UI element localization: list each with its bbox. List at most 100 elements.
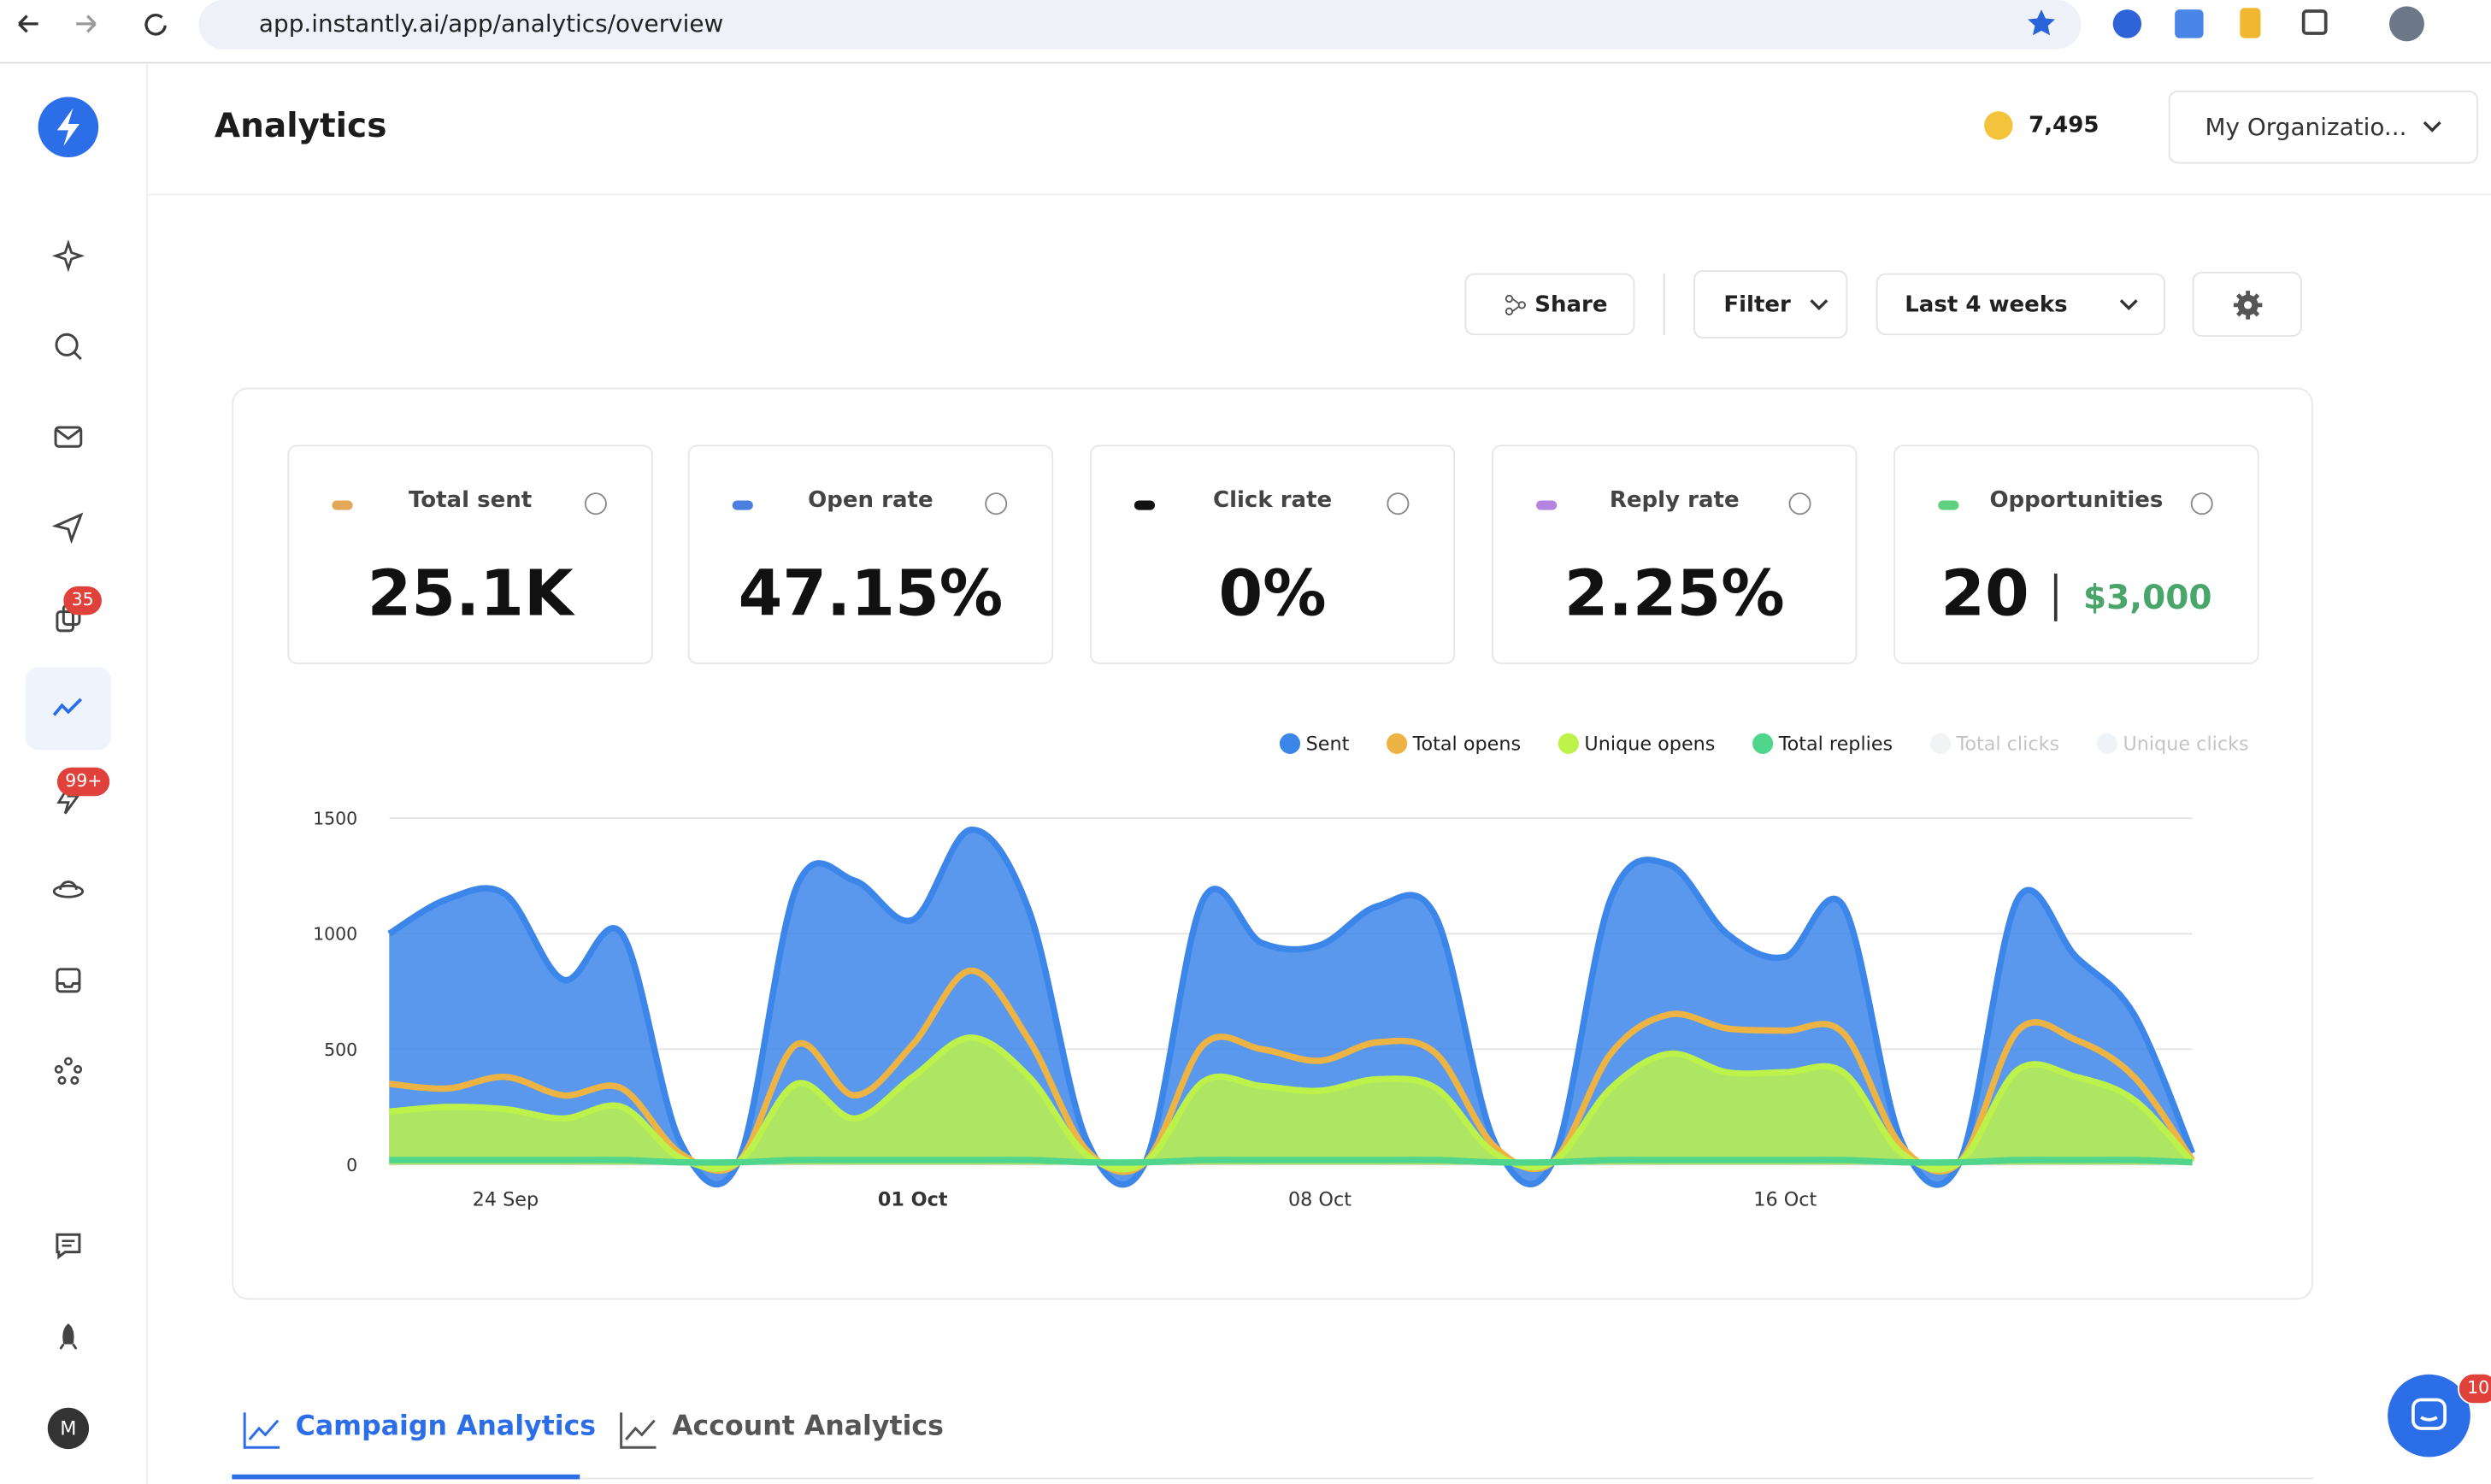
stat-label: Total sent xyxy=(408,487,533,514)
nav-icon[interactable] xyxy=(52,331,84,362)
filter-button[interactable]: Filter xyxy=(1693,269,1848,339)
stat-label: Click rate xyxy=(1212,487,1333,514)
legend-swatch xyxy=(1929,733,1952,754)
series-line xyxy=(389,1034,2195,1173)
header: Analytics 7,495 My Organizatio... xyxy=(147,63,2491,196)
legend-label[interactable]: Sent xyxy=(1306,733,1350,755)
legend-swatch xyxy=(2096,733,2117,754)
star[interactable] xyxy=(2025,8,2057,39)
tabs-border xyxy=(232,1477,2313,1480)
stat-card: Open rate 47.15% xyxy=(687,445,1054,664)
legend-label[interactable]: Total clicks xyxy=(1956,733,2060,755)
x-tick-label: 16 Oct xyxy=(1753,1189,1817,1211)
stat-card: Opportunities 20 $3,000 xyxy=(1893,445,2259,664)
share-label: Share xyxy=(1534,292,1608,317)
legend-swatch xyxy=(1558,733,1579,754)
nav-icon[interactable] xyxy=(52,1321,84,1352)
stat-value: 25.1K xyxy=(367,557,574,631)
separator xyxy=(2054,573,2058,621)
nav-icon[interactable] xyxy=(52,874,85,905)
nav-icon[interactable] xyxy=(52,421,84,453)
url-bar[interactable]: app.instantly.ai/app/analytics/overview xyxy=(198,0,2082,50)
chevron xyxy=(2423,121,2441,132)
nav-icon[interactable] xyxy=(52,692,84,724)
stat-dot xyxy=(332,500,353,510)
stat-value: 20 xyxy=(1940,557,2029,631)
x-tick-label: 01 Oct xyxy=(878,1189,948,1211)
chat-badge: 10 xyxy=(2457,1372,2491,1405)
legend-label[interactable]: Total replies xyxy=(1778,733,1893,755)
stat-value-row: 20 $3,000 xyxy=(1895,557,2258,631)
stat-dot xyxy=(1134,500,1156,510)
chevron xyxy=(2119,298,2138,310)
extension[interactable] xyxy=(2112,9,2142,38)
legend-label[interactable]: Unique clicks xyxy=(2123,733,2248,755)
profile[interactable] xyxy=(2389,6,2424,42)
stat-value: 47.15% xyxy=(738,557,1004,631)
chat-button[interactable] xyxy=(2388,1374,2470,1458)
legend-label[interactable]: Unique opens xyxy=(1584,733,1715,755)
nav-icon[interactable] xyxy=(52,1055,84,1086)
info-icon xyxy=(2190,492,2213,515)
share-icon xyxy=(1505,293,1526,315)
badge: 35 xyxy=(63,586,102,615)
tab-icon xyxy=(620,1412,657,1449)
page-title: Analytics xyxy=(214,106,387,145)
logo[interactable] xyxy=(37,96,100,159)
info-icon xyxy=(985,492,1008,515)
range-select[interactable]: Last 4 weeks xyxy=(1876,273,2165,336)
nav-icon[interactable] xyxy=(52,783,84,815)
nav-active[interactable] xyxy=(25,667,112,751)
credits[interactable]: 7,495 xyxy=(2029,112,2099,138)
info-icon xyxy=(1387,492,1410,515)
tab[interactable]: Campaign Analytics xyxy=(295,1410,597,1443)
nav-icon[interactable] xyxy=(52,964,84,996)
stat-value-row: 47.15% xyxy=(690,557,1052,631)
y-tick-label: 1000 xyxy=(313,924,357,945)
share-button[interactable]: Share xyxy=(1464,273,1635,336)
stat-label: Reply rate xyxy=(1609,487,1740,514)
avatar[interactable]: M xyxy=(47,1407,90,1450)
info-icon xyxy=(1788,492,1811,515)
stat-card: Click rate 0% xyxy=(1089,445,1456,664)
extensions[interactable] xyxy=(2301,9,2328,35)
tab-indicator xyxy=(232,1474,580,1480)
stat-label: Opportunities xyxy=(1989,487,2164,514)
nav-icon[interactable] xyxy=(52,239,85,272)
extension[interactable] xyxy=(2240,8,2261,38)
info-icon xyxy=(584,492,607,515)
stat-value-row: 2.25% xyxy=(1493,557,1856,631)
gear xyxy=(2232,290,2262,319)
stat-label: Open rate xyxy=(808,487,933,514)
organization-select[interactable]: My Organizatio... xyxy=(2168,90,2479,164)
y-tick-label: 1500 xyxy=(313,809,357,829)
stat-value-row: 25.1K xyxy=(289,557,651,631)
nav-icon[interactable] xyxy=(52,512,84,544)
sidebar: 35 99+ M xyxy=(0,63,148,1484)
y-tick-label: 0 xyxy=(346,1155,357,1175)
extension[interactable] xyxy=(2175,9,2204,38)
legend-label[interactable]: Total opens xyxy=(1412,733,1521,755)
x-tick-label: 24 Sep xyxy=(473,1189,539,1211)
nav-icon[interactable] xyxy=(52,1230,84,1262)
analytics-panel xyxy=(232,387,2313,1300)
legend-swatch xyxy=(1387,733,1408,754)
series-area xyxy=(389,1037,2193,1170)
tab[interactable]: Account Analytics xyxy=(672,1410,944,1443)
legend-swatch xyxy=(1752,733,1774,754)
stat-value-row: 0% xyxy=(1092,557,1454,631)
stat-value: 0% xyxy=(1218,557,1327,631)
url: app.instantly.ai/app/analytics/overview xyxy=(258,9,724,38)
series-line xyxy=(389,1157,2193,1166)
chat-icon xyxy=(2412,1398,2447,1430)
stat-extra: $3,000 xyxy=(2082,578,2212,617)
stat-card: Reply rate 2.25% xyxy=(1492,445,1858,664)
organization: My Organizatio... xyxy=(2205,112,2407,142)
settings-button[interactable] xyxy=(2192,271,2302,338)
stat-card: Total sent 25.1K xyxy=(287,445,653,664)
chevron xyxy=(1810,298,1828,310)
nav-buttons[interactable] xyxy=(13,9,172,38)
